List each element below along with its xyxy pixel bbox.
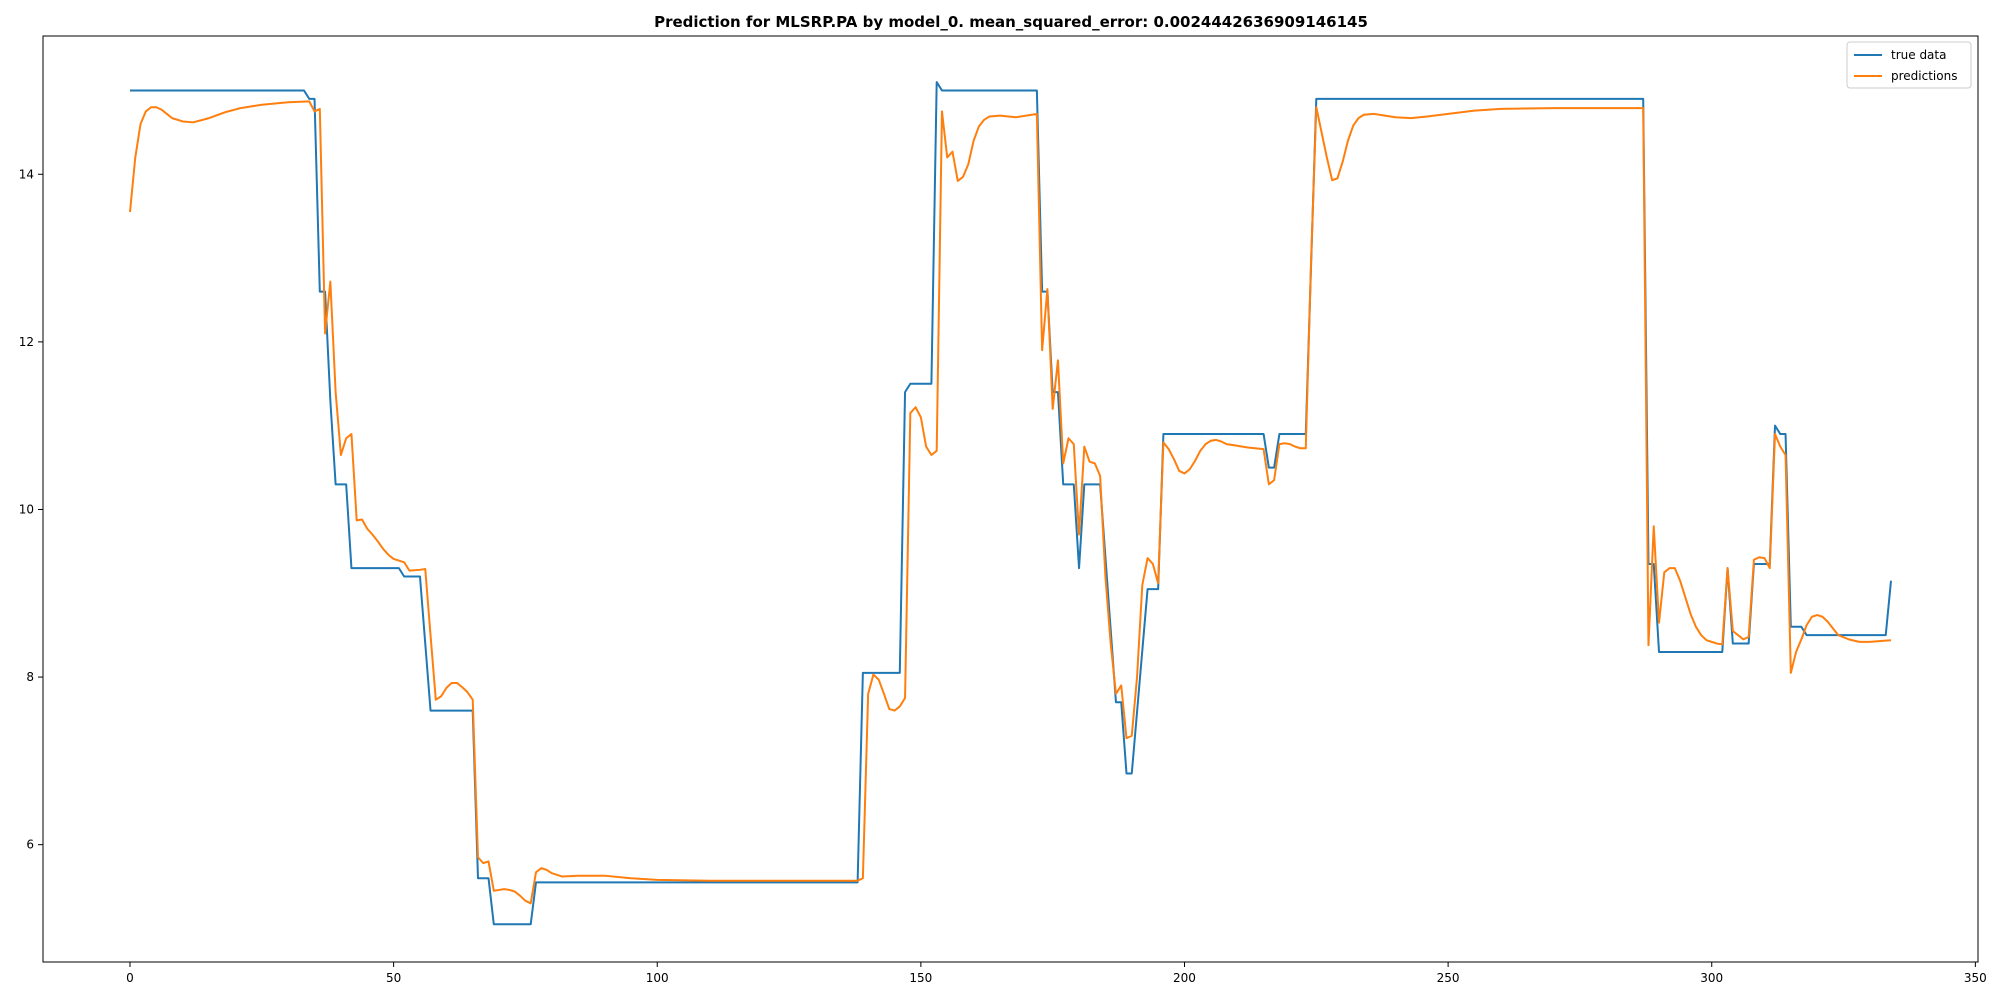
legend: true data predictions (1846, 41, 1972, 89)
plot-frame (42, 35, 1979, 963)
x-tick-label: 0 (126, 971, 134, 985)
x-tick-label: 50 (386, 971, 401, 985)
axes-layer: 0 50 100 150 200 250 300 350 6 8 10 12 14 (19, 35, 1987, 985)
x-tick-label: 100 (646, 971, 669, 985)
x-tick-label: 250 (1437, 971, 1460, 985)
y-tick-label: 12 (19, 335, 34, 349)
legend-label-true-data: true data (1891, 48, 1946, 62)
x-tick-label: 350 (1964, 971, 1987, 985)
x-tick-label: 300 (1700, 971, 1723, 985)
chart-title: Prediction for MLSRP.PA by model_0. mean… (654, 13, 1368, 31)
series-line-predictions (129, 100, 1892, 905)
y-tick-label: 14 (19, 167, 34, 181)
y-tick-label: 10 (19, 502, 34, 516)
x-tick-label: 150 (909, 971, 932, 985)
series-layer (129, 81, 1892, 926)
y-tick-label: 6 (26, 838, 34, 852)
x-tick-label: 200 (1173, 971, 1196, 985)
legend-label-predictions: predictions (1891, 69, 1957, 83)
y-tick-label: 8 (26, 670, 34, 684)
